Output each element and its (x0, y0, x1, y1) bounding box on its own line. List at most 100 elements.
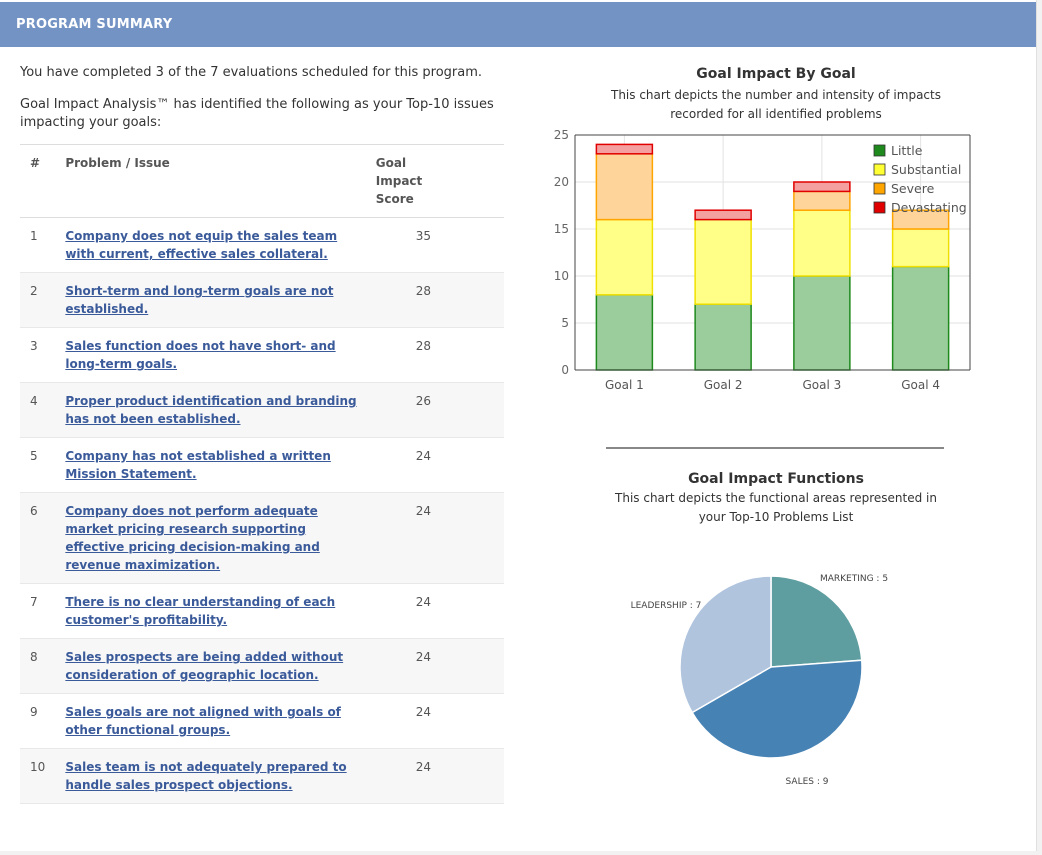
legend-label: Substantial (891, 162, 961, 177)
evaluations-completed-text: You have completed 3 of the 7 evaluation… (20, 65, 483, 80)
pie-slice-label: LEADERSHIP : 7 (631, 601, 702, 611)
score-cell: 24 (367, 583, 504, 639)
top-issues-table: # Problem / Issue Goal Impact Score 1 Com… (20, 144, 504, 804)
problem-cell: Sales prospects are being added without … (65, 638, 368, 694)
goal-impact-pie-chart: MARKETING : 5 SALES : 9 LEADERSHIP : 7 (631, 574, 888, 787)
col-header-num: # (20, 144, 66, 218)
problem-cell: Company has not established a written Mi… (65, 437, 368, 493)
row-number: 6 (20, 492, 66, 584)
score-cell: 24 (367, 748, 504, 804)
score-cell: 28 (367, 327, 504, 383)
y-tick-label: 25 (554, 128, 569, 142)
pie-slice (691, 659, 863, 759)
score-cell: 24 (367, 638, 504, 694)
bar-segment-substantial (891, 228, 950, 268)
pie-chart-subtitle: This chart depicts the functional areas … (615, 491, 937, 524)
table-row: 3 Sales function does not have short- and… (20, 327, 504, 383)
bar-segment-devastating (694, 209, 752, 221)
bar-segment-severe (891, 209, 950, 230)
row-number: 10 (20, 748, 66, 804)
bar-segment-devastating (595, 143, 654, 155)
y-tick-label: 15 (554, 222, 569, 236)
bar-segment-little (694, 303, 752, 371)
bar-segment-severe (595, 153, 654, 221)
row-number: 2 (20, 272, 66, 328)
score-cell: 24 (367, 437, 504, 493)
y-tick-label: 5 (561, 316, 569, 330)
x-tick-label: Goal 2 (704, 378, 743, 392)
table-row: 4 Proper product identification and brand… (20, 382, 504, 438)
y-tick-label: 20 (554, 175, 569, 189)
x-tick-label: Goal 4 (901, 378, 940, 392)
pie-chart-title: Goal Impact Functions (688, 471, 864, 487)
row-number: 9 (20, 693, 66, 749)
score-cell: 24 (367, 693, 504, 749)
panel-header: PROGRAM SUMMARY (0, 2, 1036, 47)
goal-impact-bar-chart: 0 5 10 15 20 25 Goal 1 Goal 2 Goal 3 Goal 4 Little… (554, 128, 971, 392)
table-row: 8 Sales prospects are being added without… (20, 638, 504, 694)
problem-link[interactable]: Company has not established a written Mi… (65, 449, 331, 481)
problem-cell: Sales function does not have short- and … (65, 327, 368, 383)
y-tick-label: 0 (561, 363, 569, 377)
bar-segment-substantial (694, 218, 752, 305)
row-number: 7 (20, 583, 66, 639)
score-cell: 35 (367, 217, 504, 273)
panel-title: PROGRAM SUMMARY (16, 17, 173, 32)
legend-swatch-little (873, 144, 886, 157)
problem-link[interactable]: Sales team is not adequately prepared to… (65, 760, 347, 792)
problem-link[interactable]: Sales function does not have short- and … (65, 339, 336, 371)
issues-table-body: 1 Company does not equip the sales team w… (20, 217, 504, 804)
table-row: 6 Company does not perform adequate marke… (20, 492, 504, 584)
problem-link[interactable]: Sales goals are not aligned with goals o… (65, 705, 341, 737)
bar-segment-little (595, 294, 654, 371)
problem-link[interactable]: Short-term and long-term goals are not e… (65, 284, 334, 316)
problem-link[interactable]: Sales prospects are being added without … (65, 650, 344, 682)
row-number: 4 (20, 382, 66, 438)
bar-chart-subtitle: This chart depicts the number and intens… (611, 88, 941, 121)
pie-slice-label: SALES : 9 (786, 777, 829, 787)
table-header-row: # Problem / Issue Goal Impact Score (20, 144, 504, 218)
score-cell: 24 (367, 492, 504, 584)
legend-swatch-devastating (873, 201, 886, 214)
problem-link[interactable]: Company does not equip the sales team wi… (65, 229, 338, 261)
problem-cell: Short-term and long-term goals are not e… (65, 272, 368, 328)
bar-segment-substantial (793, 209, 851, 277)
problem-cell: Company does not perform adequate market… (65, 492, 368, 584)
bar-segment-devastating (793, 181, 851, 193)
table-row: 1 Company does not equip the sales team w… (20, 217, 504, 273)
bar-segment-little (891, 265, 950, 371)
problem-cell: There is no clear understanding of each … (65, 583, 368, 639)
chart-divider (606, 447, 944, 449)
pie-slice (770, 575, 863, 668)
row-number: 8 (20, 638, 66, 694)
col-header-problem: Problem / Issue (65, 144, 368, 218)
score-cell: 26 (367, 382, 504, 438)
problem-cell: Proper product identification and brandi… (65, 382, 368, 438)
table-row: 10 Sales team is not adequately prepared … (20, 748, 504, 804)
bar-segment-severe (793, 190, 851, 211)
x-tick-label: Goal 1 (605, 378, 644, 392)
problem-link[interactable]: Proper product identification and brandi… (65, 394, 357, 426)
x-tick-label: Goal 3 (802, 378, 841, 392)
problem-link[interactable]: Company does not perform adequate market… (65, 504, 320, 572)
table-row: 7 There is no clear understanding of each… (20, 583, 504, 639)
analysis-intro-text: Goal Impact Analysis™ has identified the… (20, 97, 494, 130)
table-row: 9 Sales goals are not aligned with goals … (20, 693, 504, 749)
table-row: 5 Company has not established a written M… (20, 437, 504, 493)
col-header-score: Goal Impact Score (367, 144, 504, 218)
row-number: 3 (20, 327, 66, 383)
y-tick-label: 10 (554, 269, 569, 283)
legend-swatch-substantial (873, 163, 886, 176)
table-row: 2 Short-term and long-term goals are not … (20, 272, 504, 328)
score-cell: 28 (367, 272, 504, 328)
problem-cell: Company does not equip the sales team wi… (65, 217, 368, 273)
problem-link[interactable]: There is no clear understanding of each … (65, 595, 336, 627)
bar-chart-title: Goal Impact By Goal (696, 66, 856, 82)
bar-segment-little (793, 275, 851, 371)
row-number: 5 (20, 437, 66, 493)
legend-swatch-severe (873, 182, 886, 195)
bar-segment-substantial (595, 218, 654, 296)
problem-cell: Sales team is not adequately prepared to… (65, 748, 368, 804)
row-number: 1 (20, 217, 66, 273)
